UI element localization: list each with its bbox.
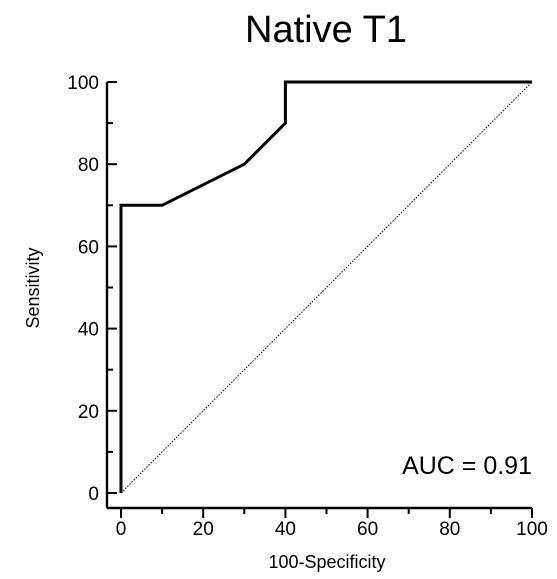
x-tick-label: 40 — [275, 519, 296, 540]
chart-axes — [105, 82, 532, 510]
y-tick-label: 80 — [78, 155, 99, 176]
roc-curve-line — [119, 80, 532, 493]
axis-ticks: 0 20 40 60 80 100 0 20 40 60 80 100 — [67, 73, 548, 540]
x-tick-label: 80 — [439, 519, 460, 540]
plot-area — [119, 80, 533, 494]
x-tick-label: 100 — [516, 519, 548, 540]
chart-title: Native T1 — [245, 9, 407, 51]
x-axis-label: 100-Specificity — [268, 552, 385, 572]
y-tick-label: 20 — [78, 402, 99, 423]
x-tick-label: 60 — [357, 519, 378, 540]
y-tick-label: 0 — [88, 484, 99, 505]
auc-annotation: AUC = 0.91 — [402, 452, 532, 480]
y-tick-label: 40 — [78, 320, 99, 341]
x-tick-label: 0 — [116, 519, 127, 540]
x-tick-label: 20 — [193, 519, 214, 540]
y-tick-label: 60 — [78, 237, 99, 258]
y-tick-label: 100 — [67, 73, 99, 94]
y-axis-label: Sensitivity — [23, 247, 43, 328]
reference-diagonal-line — [120, 81, 533, 494]
